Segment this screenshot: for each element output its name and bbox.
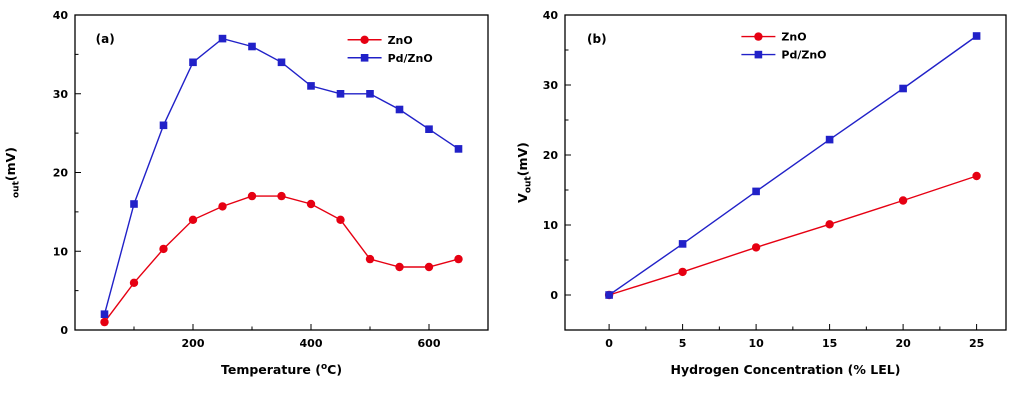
y-tick-label: 0 xyxy=(60,324,68,337)
marker-circle xyxy=(825,220,834,229)
marker-circle xyxy=(424,262,434,272)
marker-circle xyxy=(306,199,316,209)
marker-square xyxy=(130,200,138,208)
x-axis-label: Temperature (oC) xyxy=(221,362,342,377)
marker-circle xyxy=(218,202,227,211)
marker-square xyxy=(605,291,613,299)
legend-label: ZnO xyxy=(388,34,413,47)
x-tick-label: 200 xyxy=(182,337,205,350)
panel-label: (b) xyxy=(587,32,607,46)
marker-circle xyxy=(754,32,763,41)
x-tick-label: 5 xyxy=(679,337,687,350)
y-tick-label: 10 xyxy=(53,245,69,258)
x-tick-label: 600 xyxy=(418,337,441,350)
marker-circle xyxy=(277,191,286,201)
y-tick-label: 40 xyxy=(543,9,559,22)
marker-circle xyxy=(159,244,168,254)
y-tick-label: 10 xyxy=(543,219,559,232)
marker-square xyxy=(825,135,834,144)
marker-square xyxy=(972,32,981,40)
chart-b: 0 5 10 15 20 25 0 10 20 30 40 Hydrogen Concentratio… xyxy=(515,9,1007,377)
marker-square xyxy=(395,105,404,114)
marker-circle xyxy=(898,196,908,205)
y-tick-label: 20 xyxy=(53,167,69,180)
x-tick-label: 20 xyxy=(895,337,911,350)
y-axis-label: Vout(mV) xyxy=(515,142,534,203)
marker-circle xyxy=(751,243,761,252)
y-tick-label: 0 xyxy=(550,289,558,302)
marker-square xyxy=(752,187,760,196)
marker-circle xyxy=(395,262,404,272)
chart-a: 200 400 600 0 10 20 30 40 Temperature (oC) out(mV… xyxy=(3,9,489,377)
x-tick-label: 25 xyxy=(969,337,984,350)
marker-circle xyxy=(678,267,687,277)
marker-square xyxy=(159,121,168,130)
marker-circle xyxy=(336,215,345,224)
marker-square xyxy=(454,145,463,153)
marker-square xyxy=(366,90,374,98)
marker-circle xyxy=(972,171,981,181)
x-tick-label: 0 xyxy=(605,337,613,350)
series-line-ZnO xyxy=(103,195,459,323)
marker-square xyxy=(336,90,345,98)
chart-panel-a: 200 400 600 0 10 20 30 40 Temperature (oC) out(mV… xyxy=(3,9,489,377)
y-tick-label: 20 xyxy=(543,149,559,162)
series-line-Pd/ZnO xyxy=(103,37,459,315)
legend-label: ZnO xyxy=(781,31,806,44)
y-tick-label: 30 xyxy=(543,79,559,92)
marker-square xyxy=(425,125,433,133)
series-line-ZnO xyxy=(608,175,977,296)
chart-panel-b: 0 5 10 15 20 25 0 10 20 30 40 Hydrogen Concentratio… xyxy=(512,0,1024,402)
marker-square xyxy=(189,58,197,67)
marker-square xyxy=(678,240,687,248)
marker-square xyxy=(754,50,763,59)
marker-circle xyxy=(129,278,139,287)
marker-circle xyxy=(188,215,198,224)
y-tick-label: 30 xyxy=(53,88,69,101)
marker-square xyxy=(100,310,109,318)
x-tick-label: 15 xyxy=(822,337,837,350)
x-axis-label: Hydrogen Concentration (% LEL) xyxy=(671,362,901,377)
y-tick-label: 40 xyxy=(53,9,69,22)
x-tick-label: 400 xyxy=(300,337,323,350)
marker-square xyxy=(307,82,315,90)
marker-circle xyxy=(100,317,109,327)
series-line-Pd/ZnO xyxy=(608,35,978,296)
marker-circle xyxy=(365,254,375,264)
marker-circle xyxy=(247,191,257,201)
marker-square xyxy=(277,58,286,67)
marker-square xyxy=(218,34,227,43)
panel-label: (a) xyxy=(96,32,115,46)
marker-circle xyxy=(454,254,463,264)
marker-square xyxy=(360,54,369,62)
y-axis-label: out(mV) xyxy=(3,147,22,198)
marker-square xyxy=(248,42,256,51)
marker-circle xyxy=(360,35,369,44)
legend-label: Pd/ZnO xyxy=(388,52,433,65)
marker-square xyxy=(899,84,907,93)
plot-frame xyxy=(564,14,1007,331)
legend-label: Pd/ZnO xyxy=(781,49,826,62)
x-tick-label: 10 xyxy=(748,337,764,350)
